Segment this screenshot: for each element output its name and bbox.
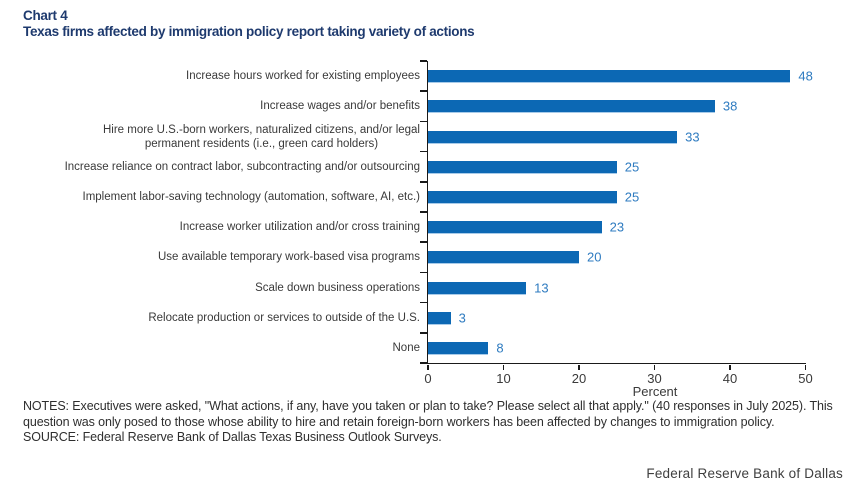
x-tick <box>502 364 505 370</box>
category-label: Increase worker utilization and/or cross… <box>179 221 420 234</box>
y-tick <box>420 332 427 334</box>
bar <box>428 70 791 83</box>
x-tick-label: 50 <box>798 371 813 386</box>
category-label: None <box>392 341 421 354</box>
y-tick <box>420 211 427 213</box>
y-tick <box>420 301 427 304</box>
x-tick-label: 0 <box>424 371 432 386</box>
y-tick <box>420 150 427 153</box>
bar <box>428 251 579 264</box>
x-tick <box>804 364 807 370</box>
category-label: Increase hours worked for existing emplo… <box>186 70 420 83</box>
value-label: 23 <box>609 219 625 235</box>
value-label: 48 <box>798 68 813 84</box>
bar <box>428 221 602 234</box>
x-tick-label: 20 <box>571 371 587 386</box>
y-tick <box>420 60 427 62</box>
bar <box>428 100 715 113</box>
chart-title: Texas firms affected by immigration poli… <box>23 24 475 39</box>
bar <box>428 190 617 203</box>
value-label: 8 <box>496 340 504 356</box>
x-tick-label: 10 <box>496 371 511 386</box>
value-label: 20 <box>587 249 602 265</box>
category-label: Scale down business operations <box>255 281 420 294</box>
x-tick <box>427 364 429 370</box>
x-tick-label: 40 <box>722 371 738 386</box>
x-tick <box>578 364 580 370</box>
category-label: Use available temporary work-based visa … <box>157 251 420 264</box>
category-label: Increase wages and/or benefits <box>260 100 420 113</box>
y-tick <box>420 120 427 123</box>
category-label: Hire more U.S.-born workers, naturalized… <box>102 123 420 150</box>
notes-text: NOTES: Executives were asked, "What acti… <box>23 399 833 429</box>
y-tick <box>420 271 427 274</box>
bar <box>428 130 678 143</box>
source-text: SOURCE: Federal Reserve Bank of Dallas T… <box>23 430 442 444</box>
value-label: 13 <box>534 280 549 295</box>
y-tick <box>420 362 427 364</box>
x-tick-label: 30 <box>647 371 662 386</box>
bar <box>428 160 617 173</box>
chart-number: Chart 4 <box>23 8 68 23</box>
value-label: 25 <box>624 159 640 175</box>
x-tick <box>653 364 656 370</box>
chart-header: Chart 4 Texas firms affected by immigrat… <box>23 8 475 40</box>
x-tick <box>729 364 731 370</box>
y-tick <box>420 181 427 183</box>
notes: NOTES: Executives were asked, "What acti… <box>23 399 844 446</box>
plot-area: Percent Increase hours worked for existi… <box>65 60 813 399</box>
value-label: 25 <box>624 189 640 205</box>
bar <box>428 281 527 294</box>
y-tick <box>420 241 427 243</box>
y-tick <box>420 90 427 92</box>
category-label: Increase reliance on contract labor, sub… <box>64 160 420 173</box>
value-label: 3 <box>458 310 466 326</box>
x-axis-label: Percent <box>632 384 678 399</box>
value-label: 33 <box>685 129 700 144</box>
brand-footer: Federal Reserve Bank of Dallas <box>646 466 843 481</box>
bar <box>428 341 489 354</box>
bar <box>428 311 451 324</box>
category-label: Implement labor-saving technology (autom… <box>82 190 421 203</box>
category-label: Relocate production or services to outsi… <box>148 311 420 324</box>
value-label: 38 <box>722 98 738 114</box>
